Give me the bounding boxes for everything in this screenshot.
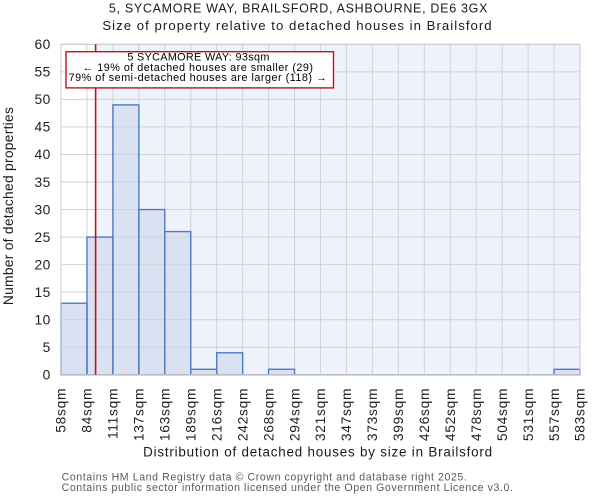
svg-text:30: 30 [34,202,50,217]
svg-text:0: 0 [43,368,51,383]
svg-text:163sqm: 163sqm [157,388,172,441]
svg-text:35: 35 [34,175,50,190]
svg-text:294sqm: 294sqm [287,388,302,441]
svg-text:583sqm: 583sqm [573,388,588,441]
svg-text:Contains public sector informa: Contains public sector information licen… [62,482,514,494]
svg-text:504sqm: 504sqm [495,388,510,441]
svg-text:Number of detached properties: Number of detached properties [1,107,16,305]
svg-text:50: 50 [34,92,50,107]
svg-text:10: 10 [34,312,50,327]
svg-text:← 19% of detached houses are s: ← 19% of detached houses are smaller (29… [83,62,314,74]
svg-text:84sqm: 84sqm [80,388,95,433]
svg-text:15: 15 [34,285,50,300]
svg-text:5, SYCAMORE WAY, BRAILSFORD, A: 5, SYCAMORE WAY, BRAILSFORD, ASHBOURNE, … [109,2,488,16]
svg-text:478sqm: 478sqm [469,388,484,441]
svg-text:557sqm: 557sqm [547,388,562,441]
svg-text:45: 45 [34,120,50,135]
svg-text:321sqm: 321sqm [313,388,328,441]
svg-text:242sqm: 242sqm [235,388,250,441]
svg-text:5: 5 [43,340,51,355]
svg-text:426sqm: 426sqm [417,388,432,441]
svg-text:268sqm: 268sqm [261,388,276,441]
svg-text:399sqm: 399sqm [391,388,406,441]
svg-text:Size of property relative to d: Size of property relative to detached ho… [102,18,492,33]
svg-text:60: 60 [34,37,50,52]
svg-text:137sqm: 137sqm [132,388,147,441]
svg-text:189sqm: 189sqm [183,388,198,441]
svg-text:347sqm: 347sqm [339,388,354,441]
svg-text:58sqm: 58sqm [54,388,69,433]
svg-text:5 SYCAMORE WAY: 93sqm: 5 SYCAMORE WAY: 93sqm [127,52,269,64]
svg-text:111sqm: 111sqm [106,388,121,439]
svg-text:55: 55 [34,65,50,80]
svg-text:40: 40 [34,147,50,162]
svg-text:25: 25 [34,230,50,245]
svg-text:373sqm: 373sqm [365,388,380,441]
svg-text:Distribution of detached house: Distribution of detached houses by size … [143,445,493,460]
svg-text:79% of semi-detached houses ar: 79% of semi-detached houses are larger (… [69,72,328,84]
svg-text:216sqm: 216sqm [209,388,224,441]
svg-text:20: 20 [34,257,50,272]
svg-text:531sqm: 531sqm [521,388,536,441]
svg-text:452sqm: 452sqm [443,388,458,441]
svg-text:Contains HM Land Registry data: Contains HM Land Registry data © Crown c… [62,471,468,483]
